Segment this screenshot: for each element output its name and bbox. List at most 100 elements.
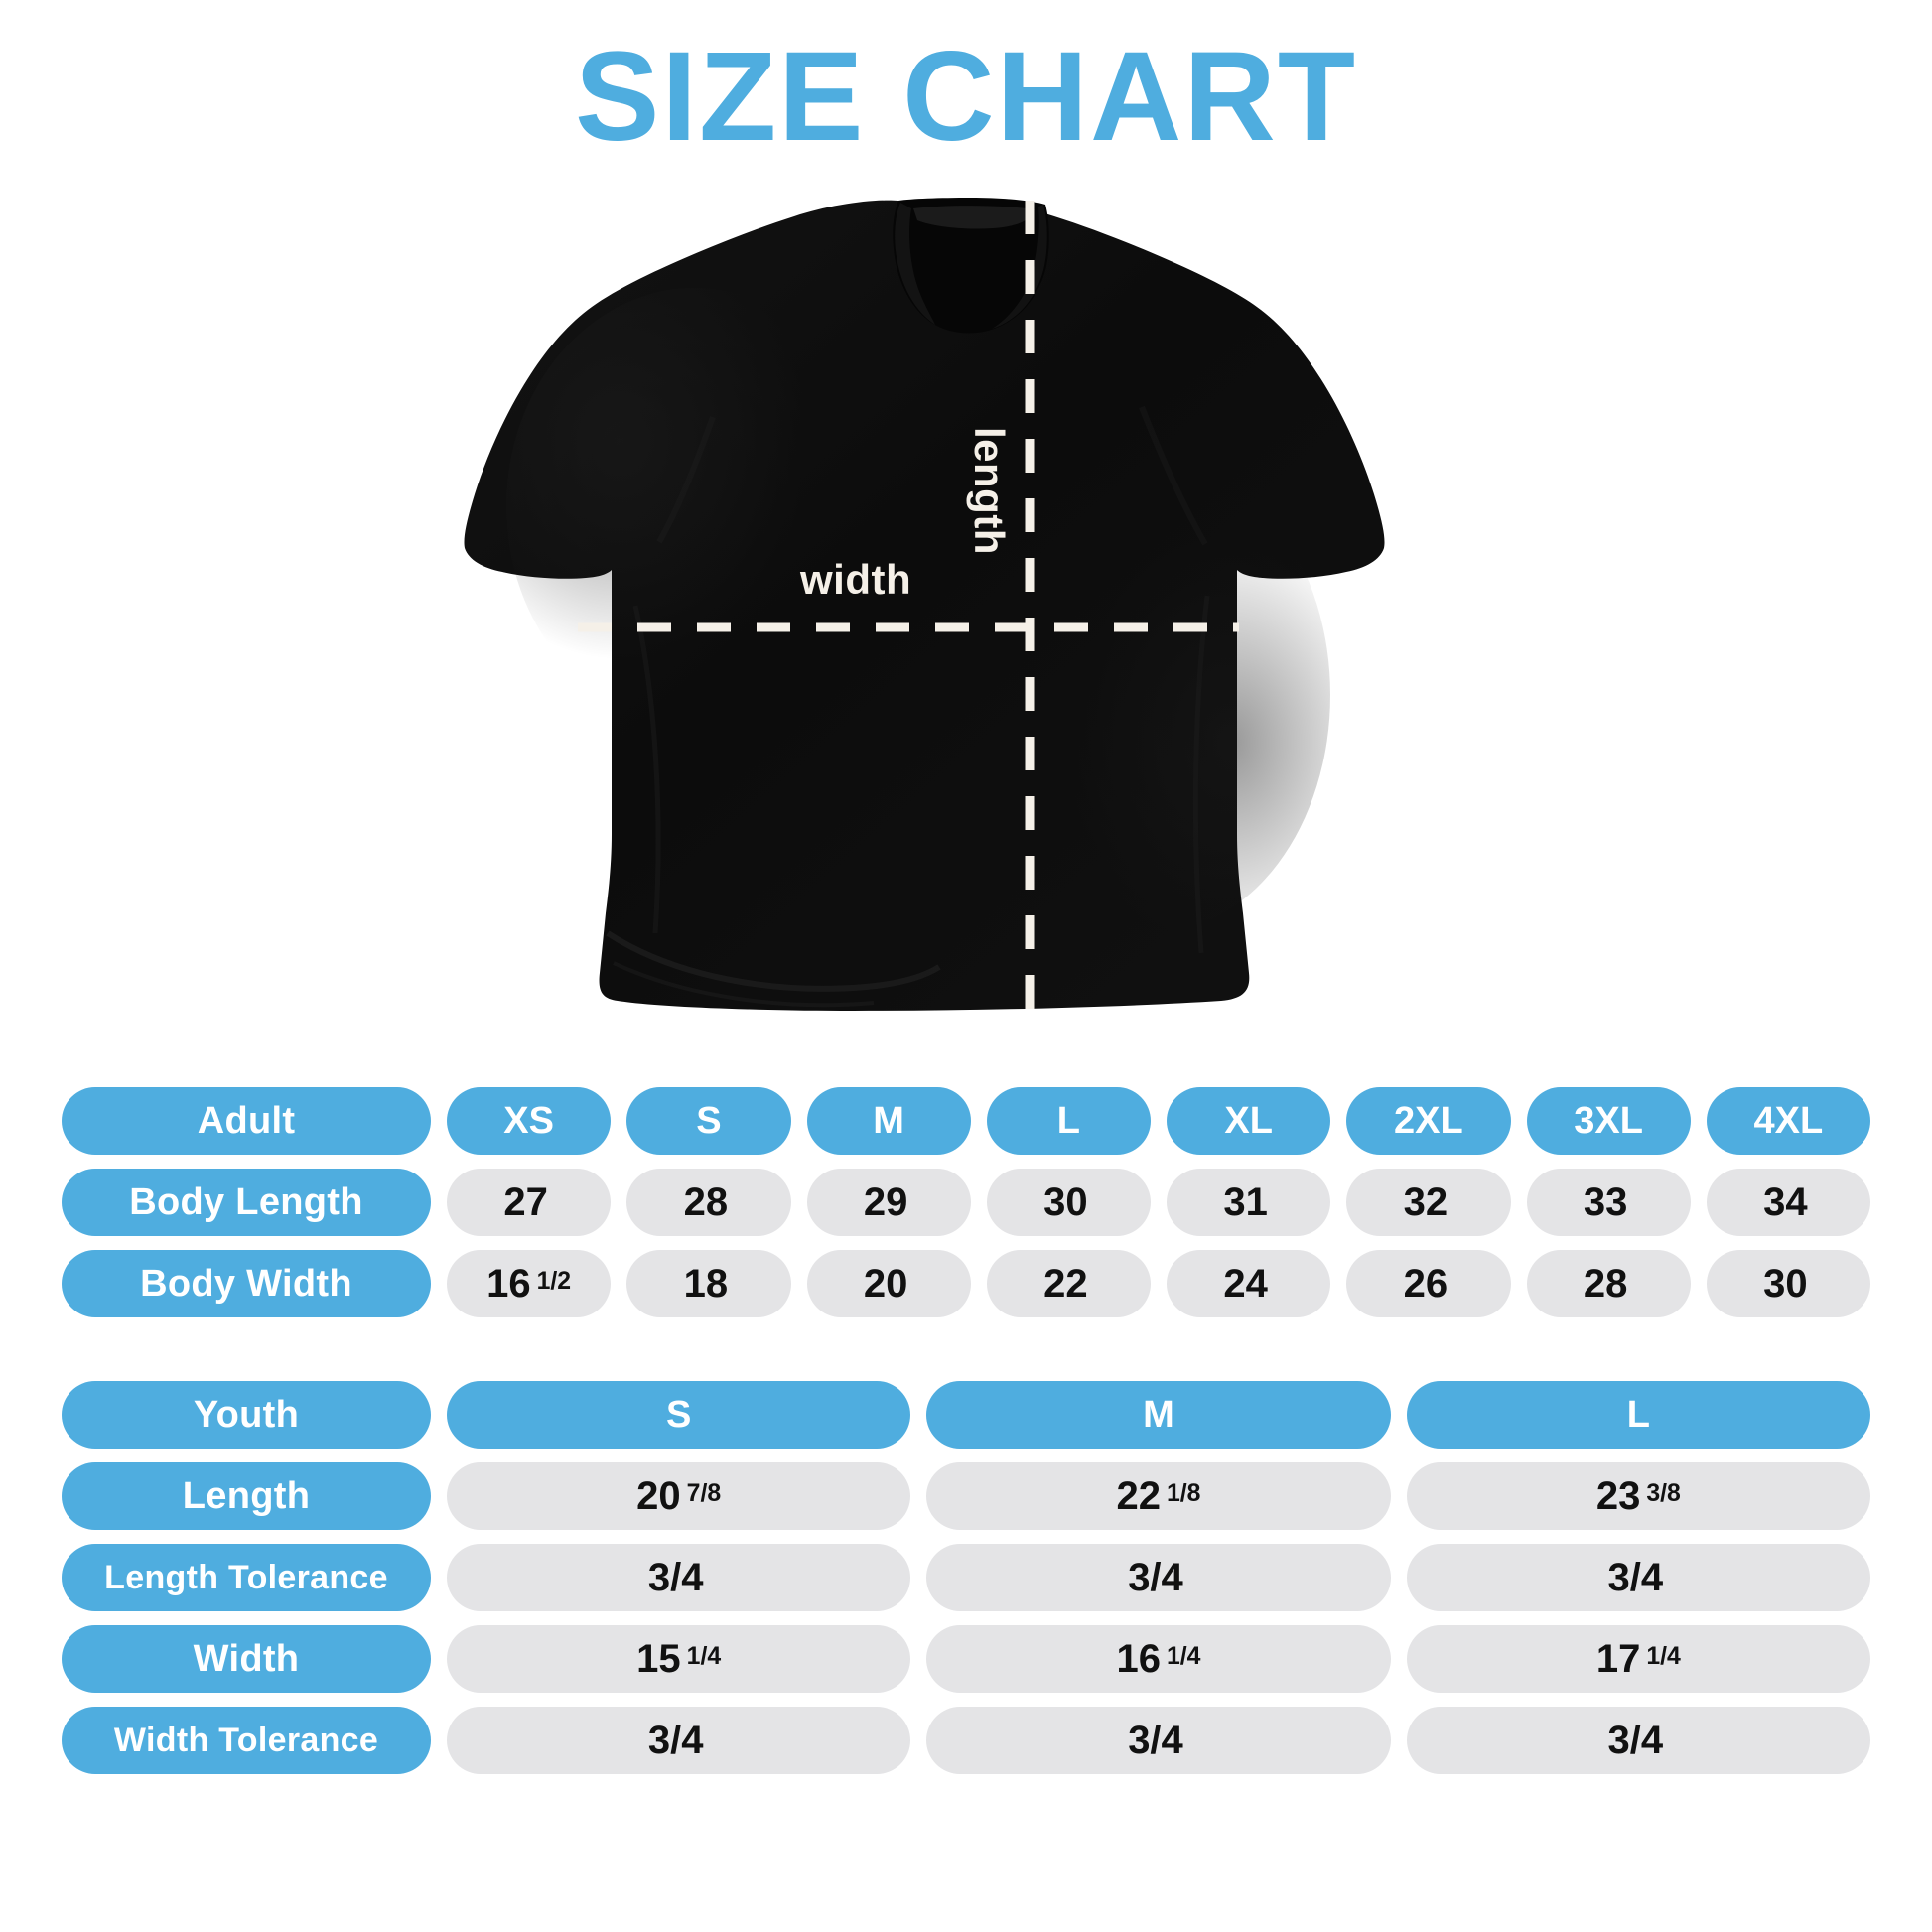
youth-header-row: Youth S M L	[0, 1381, 1932, 1449]
value: 20	[636, 1473, 681, 1518]
youth-width-m: 16 1/4	[926, 1625, 1391, 1693]
adult-body-width-l: 22	[986, 1250, 1151, 1317]
youth-table: Youth S M L Length 20 7/8 22 1/8 23 3/8 Len…	[0, 1381, 1932, 1774]
length-label: length	[966, 427, 1013, 555]
value: 3/4	[1128, 1718, 1183, 1762]
adult-body-width-2xl: 26	[1346, 1250, 1511, 1317]
table-section-divider	[0, 1331, 1932, 1381]
adult-body-length-3xl: 33	[1526, 1169, 1691, 1236]
adult-body-length-2xl: 32	[1346, 1169, 1511, 1236]
youth-length-row: Length 20 7/8 22 1/8 23 3/8	[0, 1462, 1932, 1530]
adult-size-header-3xl[interactable]: 3XL	[1526, 1087, 1691, 1155]
youth-length-s: 20 7/8	[447, 1462, 911, 1530]
youth-width-l: 17 1/4	[1406, 1625, 1870, 1693]
value: 3/4	[1128, 1555, 1183, 1599]
value: 23	[1595, 1473, 1641, 1518]
tshirt-illustration: width length	[0, 179, 1932, 1052]
value: 24	[1223, 1261, 1268, 1306]
youth-width-row: Width 15 1/4 16 1/4 17 1/4	[0, 1625, 1932, 1693]
value: 15	[636, 1636, 681, 1681]
value: 33	[1583, 1179, 1628, 1224]
value: 3/4	[647, 1718, 704, 1762]
youth-width-tolerance-l: 3/4	[1406, 1707, 1870, 1774]
adult-body-width-m: 20	[806, 1250, 971, 1317]
adult-body-length-s: 28	[626, 1169, 791, 1236]
adult-row-label-body-width: Body Width	[62, 1250, 431, 1317]
value: 28	[1583, 1261, 1628, 1306]
width-label: width	[800, 556, 912, 603]
adult-size-header-s[interactable]: S	[626, 1087, 791, 1155]
fraction: 1/2	[536, 1268, 572, 1296]
tshirt-graphic	[464, 198, 1385, 1013]
fraction: 1/4	[1646, 1643, 1681, 1671]
youth-row-label-width-tolerance: Width Tolerance	[62, 1707, 431, 1774]
adult-body-length-xs: 27	[447, 1169, 612, 1236]
youth-length-tolerance-l: 3/4	[1406, 1544, 1870, 1611]
youth-width-tolerance-s: 3/4	[447, 1707, 911, 1774]
value: 30	[1043, 1179, 1088, 1224]
adult-row-label-body-length: Body Length	[62, 1169, 431, 1236]
youth-length-m: 22 1/8	[926, 1462, 1391, 1530]
youth-table-title: Youth	[62, 1381, 431, 1449]
youth-width-tolerance-m: 3/4	[926, 1707, 1391, 1774]
value: 30	[1763, 1261, 1808, 1306]
youth-row-label-width: Width	[62, 1625, 431, 1693]
value: 3/4	[1607, 1555, 1664, 1599]
fraction: 3/8	[1646, 1480, 1681, 1508]
youth-size-header-s[interactable]: S	[447, 1381, 911, 1449]
value: 26	[1403, 1261, 1449, 1306]
adult-body-width-row: Body Width 16 1/2 18 20 22 24 26 28 30	[0, 1250, 1932, 1317]
youth-size-header-l[interactable]: L	[1406, 1381, 1870, 1449]
adult-body-width-4xl: 30	[1706, 1250, 1870, 1317]
youth-width-tolerance-row: Width Tolerance 3/4 3/4 3/4	[0, 1707, 1932, 1774]
fraction: 7/8	[686, 1480, 722, 1508]
value: 32	[1403, 1179, 1449, 1224]
adult-size-header-m[interactable]: M	[806, 1087, 971, 1155]
value: 28	[683, 1179, 729, 1224]
youth-size-header-m[interactable]: M	[926, 1381, 1391, 1449]
adult-body-length-4xl: 34	[1706, 1169, 1870, 1236]
adult-table-title: Adult	[62, 1087, 431, 1155]
adult-body-length-xl: 31	[1167, 1169, 1331, 1236]
adult-size-header-xl[interactable]: XL	[1167, 1087, 1331, 1155]
value: 22	[1116, 1473, 1162, 1518]
value: 29	[863, 1179, 908, 1224]
measurement-guides	[578, 201, 1239, 1013]
value: 3/4	[647, 1555, 704, 1599]
value: 3/4	[1607, 1718, 1664, 1762]
youth-length-l: 23 3/8	[1406, 1462, 1870, 1530]
adult-body-width-3xl: 28	[1526, 1250, 1691, 1317]
youth-width-s: 15 1/4	[447, 1625, 911, 1693]
adult-body-length-m: 29	[806, 1169, 971, 1236]
adult-size-header-4xl[interactable]: 4XL	[1706, 1087, 1870, 1155]
youth-row-label-length: Length	[62, 1462, 431, 1530]
value: 20	[863, 1261, 908, 1306]
value: 34	[1763, 1179, 1808, 1224]
adult-body-width-xs: 16 1/2	[447, 1250, 612, 1317]
adult-body-width-xl: 24	[1167, 1250, 1331, 1317]
fraction: 1/4	[1167, 1643, 1201, 1671]
page-title: SIZE CHART	[575, 26, 1357, 168]
value: 16	[1116, 1636, 1162, 1681]
fraction: 1/4	[686, 1643, 722, 1671]
youth-length-tolerance-m: 3/4	[926, 1544, 1391, 1611]
adult-size-header-2xl[interactable]: 2XL	[1346, 1087, 1511, 1155]
value: 27	[503, 1179, 548, 1224]
value: 16	[486, 1261, 531, 1306]
youth-length-tolerance-row: Length Tolerance 3/4 3/4 3/4	[0, 1544, 1932, 1611]
value: 18	[683, 1261, 729, 1306]
value: 17	[1595, 1636, 1641, 1681]
adult-body-length-l: 30	[986, 1169, 1151, 1236]
size-tables: Adult XS S M L XL 2XL 3XL 4XL Body Lengt…	[0, 1087, 1932, 1788]
adult-header-row: Adult XS S M L XL 2XL 3XL 4XL	[0, 1087, 1932, 1155]
youth-length-tolerance-s: 3/4	[447, 1544, 911, 1611]
adult-size-header-l[interactable]: L	[986, 1087, 1151, 1155]
fraction: 1/8	[1167, 1480, 1201, 1508]
youth-row-label-length-tolerance: Length Tolerance	[62, 1544, 431, 1611]
value: 22	[1043, 1261, 1088, 1306]
adult-table: Adult XS S M L XL 2XL 3XL 4XL Body Lengt…	[0, 1087, 1932, 1317]
adult-body-width-s: 18	[626, 1250, 791, 1317]
adult-body-length-row: Body Length 27 28 29 30 31 32 33 34	[0, 1169, 1932, 1236]
value: 31	[1223, 1179, 1268, 1224]
adult-size-header-xs[interactable]: XS	[447, 1087, 612, 1155]
